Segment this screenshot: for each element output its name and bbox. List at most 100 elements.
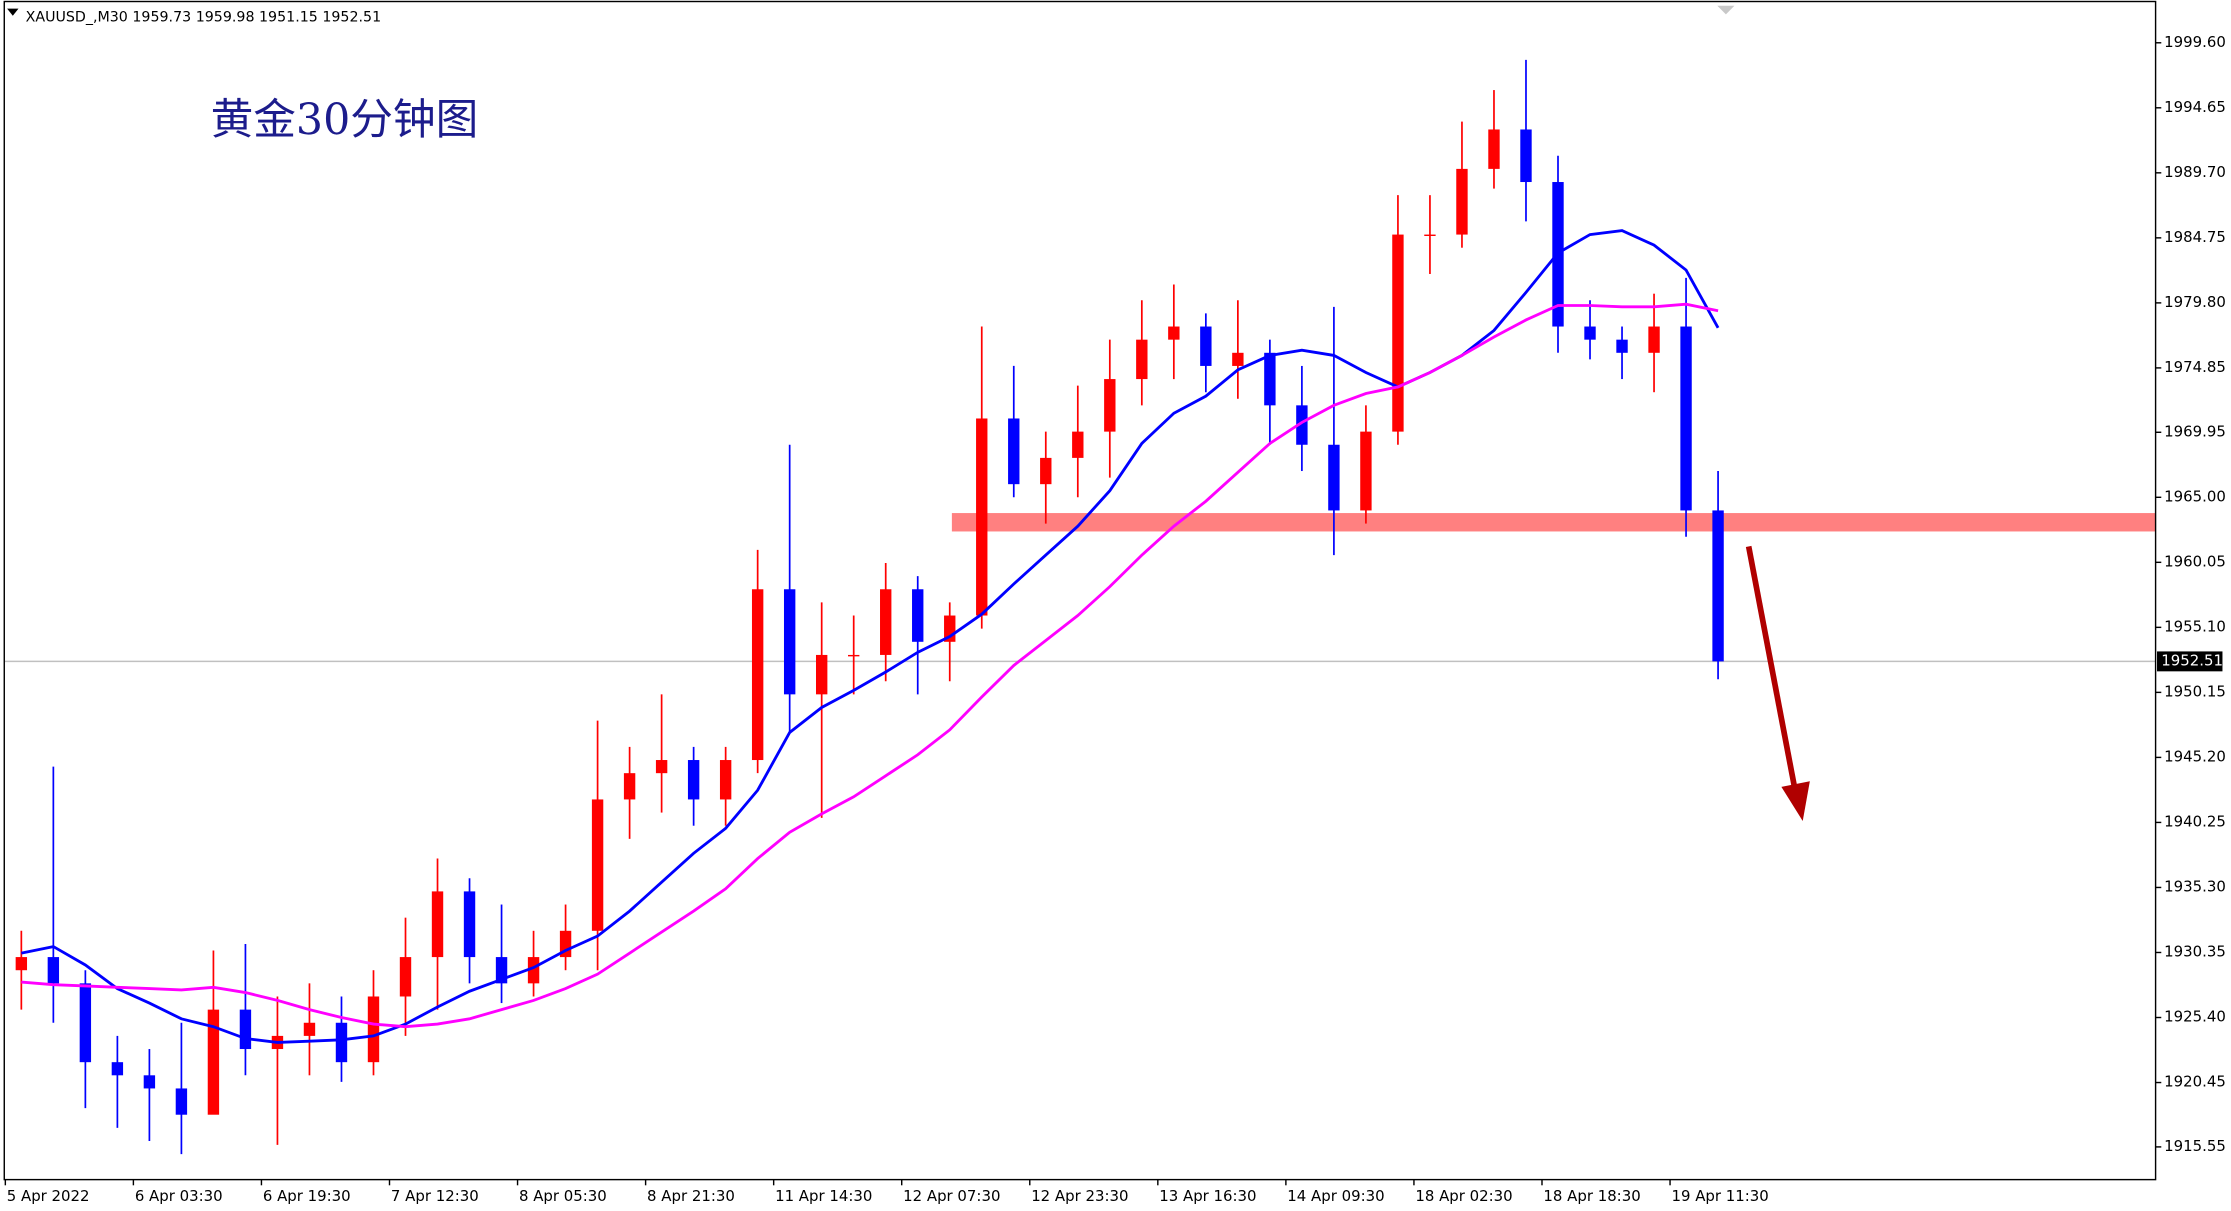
- candle-body: [1680, 326, 1692, 511]
- candle-body: [1168, 326, 1180, 340]
- candle-body: [1392, 234, 1404, 432]
- x-tick-label: 14 Apr 09:30: [1287, 1187, 1384, 1205]
- x-tick-label: 8 Apr 21:30: [647, 1187, 735, 1205]
- candle-body: [399, 957, 412, 997]
- candle-body: [207, 1009, 220, 1115]
- x-tick-label: 19 Apr 11:30: [1671, 1187, 1768, 1205]
- y-tick-label: 1920.45: [2164, 1073, 2226, 1091]
- candle-body: [1264, 352, 1276, 406]
- candle-body: [559, 930, 572, 958]
- candle-body: [47, 957, 60, 984]
- y-tick-label: 1960.05: [2164, 552, 2226, 570]
- candle-body: [719, 760, 732, 800]
- candle-body: [143, 1075, 156, 1089]
- y-tick-label: 1974.85: [2164, 358, 2226, 376]
- x-tick-label: 12 Apr 23:30: [1031, 1187, 1128, 1205]
- candle-body: [239, 1009, 252, 1050]
- candle-body: [655, 760, 668, 774]
- x-tick-label: 12 Apr 07:30: [903, 1187, 1000, 1205]
- candle-body: [1008, 418, 1020, 485]
- candle-body: [815, 654, 828, 695]
- x-tick-label: 5 Apr 2022: [7, 1187, 90, 1205]
- candle-body: [1456, 168, 1468, 235]
- x-tick-label: 18 Apr 02:30: [1415, 1187, 1512, 1205]
- arrow-head: [1781, 781, 1810, 822]
- candle-body: [751, 589, 764, 761]
- y-tick-label: 1999.60: [2164, 33, 2226, 51]
- candle-body: [591, 799, 604, 931]
- candle-body: [367, 996, 380, 1063]
- candle-body: [1360, 431, 1372, 511]
- x-tick-label: 7 Apr 12:30: [391, 1187, 479, 1205]
- candle-body: [1200, 326, 1212, 366]
- y-tick-label: 1915.55: [2164, 1137, 2226, 1155]
- support-zone: [951, 513, 2156, 532]
- candle-body: [175, 1088, 188, 1115]
- chart-title: 黄金30分钟图: [211, 95, 479, 145]
- candle-body: [335, 1022, 348, 1063]
- candle-body: [1424, 234, 1436, 236]
- x-tick-label: 6 Apr 03:30: [135, 1187, 223, 1205]
- candle-body: [1296, 405, 1308, 445]
- candle-body: [1104, 379, 1116, 432]
- candle-body: [431, 891, 444, 958]
- y-tick-label: 1945.20: [2164, 747, 2226, 765]
- candle-body: [495, 957, 508, 984]
- x-tick-label: 11 Apr 14:30: [775, 1187, 872, 1205]
- candle-body: [1712, 510, 1724, 662]
- candle-body: [1584, 326, 1596, 340]
- candle-body: [1040, 457, 1052, 485]
- candle-body: [944, 615, 956, 642]
- candle-body: [1136, 339, 1148, 380]
- plot-frame: [3, 0, 2157, 1181]
- x-tick-label: 8 Apr 05:30: [519, 1187, 607, 1205]
- menu-arrow: [7, 8, 19, 16]
- y-tick-label: 1969.95: [2164, 422, 2226, 440]
- candle-body: [527, 957, 540, 984]
- y-tick-label: 1925.40: [2164, 1008, 2226, 1026]
- candle-body: [1520, 129, 1532, 183]
- y-tick-label: 1979.80: [2164, 293, 2226, 311]
- candle-body: [687, 760, 700, 800]
- candle-body: [15, 957, 28, 971]
- candle-body: [880, 589, 892, 655]
- last-price-tag: 1952.51: [2157, 651, 2223, 672]
- shift-marker: [1717, 5, 1735, 15]
- candle-body: [1616, 339, 1628, 353]
- candle-body: [111, 1062, 124, 1076]
- y-tick-label: 1955.10: [2164, 617, 2226, 635]
- arrow-shaft: [1745, 545, 1797, 787]
- plot-area: [4, 59, 2156, 1155]
- last-price-box: [2157, 651, 2223, 672]
- y-tick-label: 1940.25: [2164, 812, 2226, 830]
- y-tick-label: 1965.00: [2164, 487, 2226, 505]
- candle-body: [1232, 352, 1244, 366]
- candle-body: [783, 589, 796, 695]
- y-tick-label: 1984.75: [2164, 228, 2226, 246]
- last-price-label: 1952.51: [2161, 651, 2223, 669]
- x-tick-label: 6 Apr 19:30: [263, 1187, 351, 1205]
- candle-body: [1072, 431, 1084, 458]
- candle-body: [1488, 129, 1500, 169]
- symbol-info: XAUUSD_,M30 1959.73 1959.98 1951.15 1952…: [26, 9, 382, 25]
- down-arrow: [1745, 545, 1810, 822]
- candle-body: [79, 983, 92, 1063]
- candle-body: [976, 418, 988, 616]
- candle-body: [1648, 326, 1660, 353]
- candle-body: [303, 1022, 316, 1036]
- x-tick-label: 13 Apr 16:30: [1159, 1187, 1256, 1205]
- x-tick-label: 18 Apr 18:30: [1543, 1187, 1640, 1205]
- candle-body: [623, 773, 636, 800]
- y-tick-label: 1935.30: [2164, 877, 2226, 895]
- y-tick-label: 1989.70: [2164, 163, 2226, 181]
- moving-average: [21, 302, 1719, 1029]
- y-tick-label: 1950.15: [2164, 682, 2226, 700]
- candle-body: [912, 589, 924, 642]
- y-tick-label: 1930.35: [2164, 942, 2226, 960]
- candle-body: [1328, 444, 1340, 511]
- candle-body: [463, 891, 476, 958]
- y-tick-label: 1994.65: [2164, 98, 2226, 116]
- candle-body: [848, 654, 860, 657]
